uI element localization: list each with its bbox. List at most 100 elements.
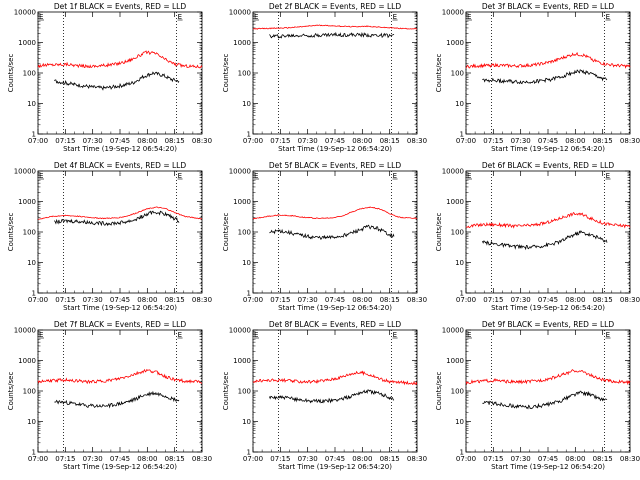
x-tick-label: 08:15 <box>165 455 185 463</box>
x-axis-label: Start Time (19-Sep-12 06:54:20) <box>278 304 392 312</box>
x-tick-label: 08:00 <box>137 455 157 463</box>
y-tick-label: 10000 <box>14 327 36 335</box>
y-tick-label: 1000 <box>18 198 36 206</box>
x-tick-label: 07:00 <box>28 296 48 304</box>
y-axis-label: Counts/sec <box>222 213 230 252</box>
event-flag-label: E <box>39 331 43 339</box>
x-tick-label: 08:15 <box>165 296 185 304</box>
events-series-line <box>54 390 180 409</box>
panel-det-5f: Det 5f BLACK = Events, RED = LLD 1 10 100 10… <box>222 161 427 312</box>
lld-series-line <box>252 24 418 30</box>
x-tick-label: 07:00 <box>28 455 48 463</box>
y-tick-label: 10 <box>455 100 464 108</box>
x-axis-label: Start Time (19-Sep-12 06:54:20) <box>491 145 605 153</box>
x-axis-label: Start Time (19-Sep-12 06:54:20) <box>63 304 177 312</box>
event-flag-label: E <box>393 331 397 339</box>
x-tick-label: 08:30 <box>192 455 212 463</box>
x-tick-label: 08:15 <box>380 455 400 463</box>
y-tick-label: 1000 <box>233 357 251 365</box>
x-tick-label: 07:30 <box>83 455 103 463</box>
plot-frame <box>37 329 203 453</box>
x-tick-label: 07:30 <box>83 137 103 145</box>
event-flag-label: E <box>39 13 43 21</box>
events-series-line <box>482 390 608 410</box>
x-tick-label: 08:00 <box>565 455 585 463</box>
plot-frame <box>252 11 418 135</box>
x-tick-label: 07:15 <box>55 455 75 463</box>
y-tick-label: 10000 <box>229 9 251 17</box>
y-tick-label: 10000 <box>14 9 36 17</box>
x-tick-label: 07:30 <box>83 296 103 304</box>
y-tick-label: 1 <box>32 131 36 139</box>
y-tick-label: 100 <box>23 70 36 78</box>
x-tick-label: 08:15 <box>165 137 185 145</box>
y-tick-label: 10 <box>242 100 251 108</box>
lld-series-line <box>37 368 203 385</box>
events-series-line <box>482 69 608 85</box>
event-flag-label: E <box>254 331 258 339</box>
x-tick-label: 08:00 <box>565 296 585 304</box>
y-tick-label: 1 <box>32 290 36 298</box>
y-tick-label: 1000 <box>446 357 464 365</box>
x-tick-label: 07:45 <box>110 455 130 463</box>
x-tick-label: 07:00 <box>456 137 476 145</box>
y-tick-label: 10 <box>27 100 36 108</box>
x-tick-label: 08:00 <box>352 455 372 463</box>
x-tick-label: 07:00 <box>456 296 476 304</box>
x-tick-label: 08:00 <box>352 137 372 145</box>
panel-title: Det 3f BLACK = Events, RED = LLD <box>482 2 615 11</box>
lld-series-line <box>465 211 631 229</box>
y-tick-label: 10000 <box>229 168 251 176</box>
x-tick-label: 08:15 <box>593 137 613 145</box>
x-tick-label: 08:30 <box>407 296 427 304</box>
plot-frame <box>465 11 631 135</box>
event-flag-label: E <box>467 13 471 21</box>
events-series-line <box>54 71 180 91</box>
y-tick-label: 100 <box>451 229 464 237</box>
events-series-line <box>482 230 608 251</box>
panel-det-9f: Det 9f BLACK = Events, RED = LLD 1 10 100 10… <box>435 320 640 471</box>
event-flag-label: E <box>254 13 258 21</box>
panel-title: Det 5f BLACK = Events, RED = LLD <box>269 161 402 170</box>
y-tick-label: 1000 <box>18 39 36 47</box>
panel-title: Det 6f BLACK = Events, RED = LLD <box>482 161 615 170</box>
y-axis-label: Counts/sec <box>7 372 15 411</box>
lld-series-line <box>465 369 631 386</box>
event-flag-label: E <box>606 172 610 180</box>
lld-series-line <box>37 206 203 220</box>
y-tick-label: 1 <box>460 290 464 298</box>
event-flag-label: E <box>178 331 182 339</box>
y-tick-label: 1 <box>247 449 251 457</box>
y-axis-label: Counts/sec <box>435 213 443 252</box>
y-axis-label: Counts/sec <box>435 54 443 93</box>
lld-series-line <box>252 370 418 386</box>
lld-series-line <box>37 50 203 69</box>
y-tick-label: 1 <box>247 131 251 139</box>
event-flag-label: E <box>467 172 471 180</box>
x-tick-label: 07:15 <box>270 455 290 463</box>
y-tick-label: 10 <box>455 418 464 426</box>
x-tick-label: 08:15 <box>593 296 613 304</box>
x-tick-label: 08:15 <box>593 455 613 463</box>
x-tick-label: 08:30 <box>620 455 640 463</box>
y-tick-label: 100 <box>23 229 36 237</box>
x-axis-label: Start Time (19-Sep-12 06:54:20) <box>63 463 177 471</box>
panel-det-2f: Det 2f BLACK = Events, RED = LLD 1 10 100 10… <box>222 2 427 153</box>
y-tick-label: 1000 <box>233 39 251 47</box>
y-tick-label: 100 <box>238 229 251 237</box>
x-tick-label: 08:30 <box>407 137 427 145</box>
plot-frame <box>465 170 631 294</box>
event-flag-label: E <box>254 172 258 180</box>
panel-title: Det 7f BLACK = Events, RED = LLD <box>54 320 187 329</box>
plot-frame <box>37 170 203 294</box>
plot-frame <box>252 329 418 453</box>
x-axis-label: Start Time (19-Sep-12 06:54:20) <box>491 304 605 312</box>
y-tick-label: 10 <box>242 259 251 267</box>
panel-title: Det 2f BLACK = Events, RED = LLD <box>269 2 402 11</box>
x-tick-label: 07:30 <box>511 296 531 304</box>
x-tick-label: 08:15 <box>380 296 400 304</box>
y-axis-label: Counts/sec <box>435 372 443 411</box>
x-tick-label: 07:15 <box>483 455 503 463</box>
x-tick-label: 08:30 <box>407 455 427 463</box>
y-tick-label: 100 <box>238 388 251 396</box>
